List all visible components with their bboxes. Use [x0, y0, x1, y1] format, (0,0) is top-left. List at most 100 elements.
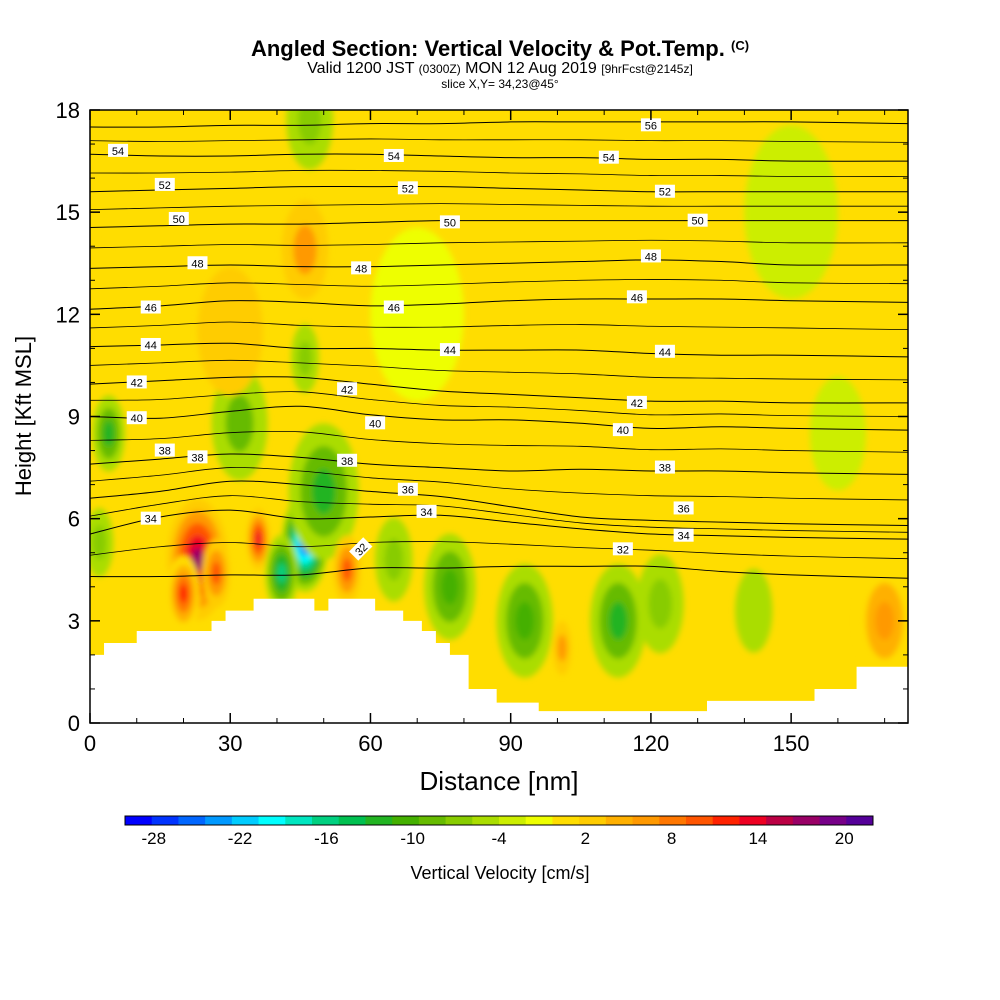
contour-label-text: 48 [645, 251, 657, 263]
contour-label-text: 46 [145, 303, 157, 315]
colorbar-swatch [605, 816, 634, 825]
x-tick-label: 150 [773, 731, 810, 756]
velocity-cell [744, 125, 838, 299]
terrain [90, 598, 908, 723]
x-tick-label: 120 [633, 731, 670, 756]
contour-label: 40 [126, 411, 147, 425]
contour-label-text: 42 [131, 377, 143, 389]
contour-label: 40 [365, 416, 386, 430]
colorbar-tick-label: 20 [835, 829, 854, 848]
contour-label-bg [598, 150, 619, 164]
contour-label-bg [140, 337, 161, 351]
contour-label-bg [687, 213, 708, 227]
contour-label: 42 [626, 395, 647, 410]
colorbar-frame [124, 815, 874, 826]
terrain-mask [90, 598, 908, 723]
velocity-cell [211, 561, 221, 585]
theta-contour-38 [90, 453, 908, 475]
contour-label-bg [654, 184, 675, 198]
contour-label-text: 36 [678, 503, 690, 515]
y-tick-label: 9 [68, 405, 80, 430]
y-tick-label: 18 [56, 98, 80, 123]
contour-label-text: 54 [388, 151, 400, 163]
colorbar-swatch [125, 816, 153, 825]
contour-label: 44 [654, 344, 675, 359]
contour-label-bg [140, 300, 161, 314]
contour-label-text: 34 [145, 514, 157, 526]
contour-label-bg [612, 423, 633, 437]
theta-contour-32 [90, 565, 908, 579]
x-tick-label: 30 [218, 731, 242, 756]
velocity-cell [557, 634, 567, 662]
theta-contour-odd [90, 321, 908, 331]
theta-contour-56 [90, 121, 908, 128]
contour-label-text: 50 [444, 217, 456, 229]
contour-label: 48 [351, 261, 372, 275]
theta-contour-40 [90, 405, 908, 431]
velocity-cell [293, 224, 317, 275]
contour-label: 42 [126, 375, 147, 389]
contour-label-bg [397, 482, 418, 496]
colorbar-swatch [312, 816, 340, 825]
y-tick-label: 15 [56, 200, 80, 225]
contour-label-bg [349, 537, 373, 561]
theta-contour-odd [90, 391, 908, 417]
contour-label-bg [640, 118, 661, 132]
contour-label-text: 46 [631, 292, 643, 304]
contour-label-bg [337, 382, 358, 396]
contour-label-bg [626, 395, 647, 409]
colorbar-swatch [819, 816, 847, 825]
forecast-info: [9hrFcst@2145z] [601, 62, 693, 76]
contour-label: 46 [626, 290, 647, 304]
colorbar-swatch [792, 816, 821, 825]
colorbar-tick-label: -28 [141, 829, 166, 848]
contour-label: 50 [168, 211, 189, 226]
colorbar-swatch [472, 816, 500, 825]
contour-label-bg [654, 344, 675, 358]
contour-label-bg [140, 511, 161, 525]
velocity-cell [608, 601, 628, 640]
contour-label-text: 48 [191, 258, 203, 270]
contour-label-text: 54 [603, 153, 615, 165]
theta-contour-34 [90, 509, 908, 540]
contour-label-bg [187, 450, 208, 464]
colorbar-swatch [338, 816, 366, 825]
contour-label-bg [187, 256, 208, 270]
velocity-cell [90, 145, 133, 245]
contour-label: 54 [598, 150, 619, 165]
contour-label-bg [383, 300, 404, 314]
colorbar-tick-label: 8 [667, 829, 676, 848]
contour-label: 34 [140, 511, 161, 526]
velocity-cell [809, 376, 866, 491]
contour-label-text: 34 [420, 507, 432, 519]
velocity-cell [370, 227, 464, 402]
contour-label-text: 36 [402, 485, 414, 497]
contour-label: 52 [654, 184, 675, 199]
valid-time-utc: (0300Z) [418, 62, 461, 76]
theta-contour-50 [90, 220, 908, 228]
contour-label: 36 [673, 501, 694, 515]
contour-label: 54 [383, 148, 404, 163]
contour-label: 44 [439, 343, 460, 357]
velocity-cell [298, 110, 322, 145]
chart-title: Angled Section: Vertical Velocity & Pot.… [0, 36, 1000, 62]
contour-label-bg [673, 528, 694, 542]
velocity-cell [875, 601, 894, 640]
theta-contour-odd [90, 279, 908, 290]
x-tick-label: 0 [84, 731, 96, 756]
contour-label: 32 [612, 542, 633, 556]
colorbar-swatch [178, 816, 206, 825]
velocity-cell [312, 468, 336, 515]
contour-label-bg [626, 290, 647, 304]
contour-label-bg [383, 148, 404, 162]
colorbar-title: Vertical Velocity [cm/s] [410, 863, 590, 883]
contour-label-text: 54 [112, 146, 124, 158]
contour-label-text: 50 [692, 216, 704, 228]
colorbar-tick-label: -10 [400, 829, 425, 848]
contour-label: 56 [640, 118, 661, 132]
contour-label-bg [154, 177, 175, 191]
x-tick-label: 60 [358, 731, 382, 756]
colorbar-swatch [659, 816, 687, 825]
contour-label: 46 [383, 300, 404, 315]
